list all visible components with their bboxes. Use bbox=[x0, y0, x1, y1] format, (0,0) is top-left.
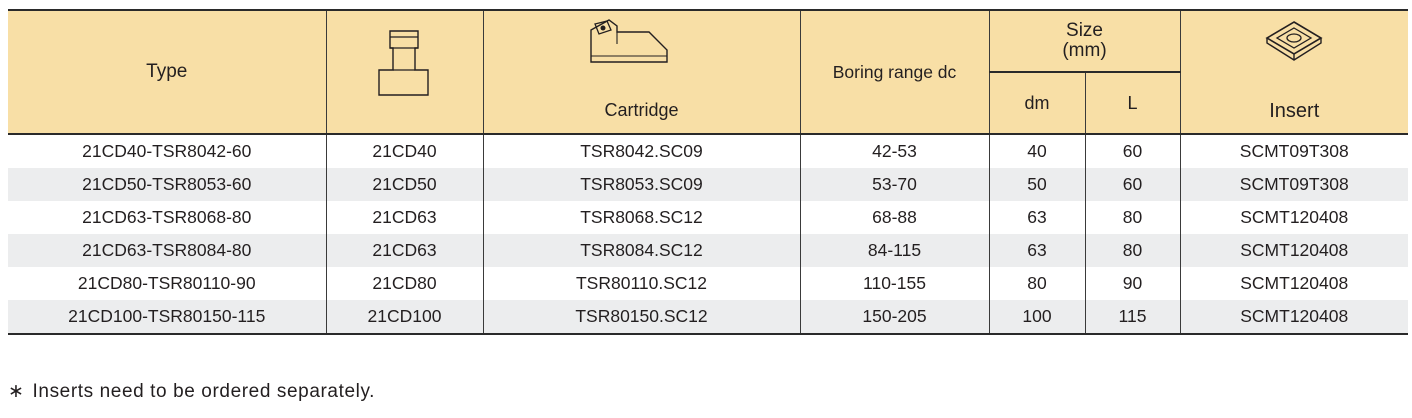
cell-range: 84-115 bbox=[799, 234, 989, 267]
holder-icon bbox=[377, 30, 429, 96]
header-L: L bbox=[1084, 71, 1181, 135]
table-row: 21CD63-TSR8084-80 21CD63 TSR8084.SC12 84… bbox=[8, 234, 1408, 267]
cell-insert: SCMT120408 bbox=[1179, 267, 1408, 300]
cell-L: 115 bbox=[1084, 300, 1180, 335]
cell-dm: 40 bbox=[988, 134, 1085, 168]
spec-table: Type Cartridge Boring r bbox=[8, 9, 1408, 335]
cell-holder: 21CD40 bbox=[325, 134, 483, 168]
cell-cartridge: TSR80110.SC12 bbox=[482, 267, 800, 300]
insert-icon bbox=[1265, 21, 1323, 61]
cell-holder: 21CD80 bbox=[325, 267, 483, 300]
cell-insert: SCMT120408 bbox=[1179, 201, 1408, 234]
cell-range: 53-70 bbox=[799, 168, 989, 201]
header-type: Type bbox=[8, 9, 327, 135]
size-label: Size bbox=[1066, 20, 1103, 41]
header-dm: dm bbox=[989, 71, 1086, 135]
table-row: 21CD50-TSR8053-60 21CD50 TSR8053.SC09 53… bbox=[8, 168, 1408, 201]
cell-insert: SCMT09T308 bbox=[1179, 168, 1408, 201]
cell-type: 21CD50-TSR8053-60 bbox=[8, 168, 326, 201]
table-row: 21CD63-TSR8068-80 21CD63 TSR8068.SC12 68… bbox=[8, 201, 1408, 234]
cell-holder: 21CD50 bbox=[325, 168, 483, 201]
footnote-text: Inserts need to be ordered separately. bbox=[32, 381, 376, 402]
cell-type: 21CD80-TSR80110-90 bbox=[77, 273, 256, 293]
cell-holder: 21CD63 bbox=[325, 201, 483, 234]
header-size: Size (mm) bbox=[988, 9, 1181, 73]
cell-cartridge: TSR8053.SC09 bbox=[482, 168, 800, 201]
cell-range: 150-205 bbox=[799, 300, 989, 335]
cell-L: 80 bbox=[1084, 201, 1180, 234]
cell-L: 60 bbox=[1084, 134, 1180, 168]
cell-range: 42-53 bbox=[799, 134, 989, 168]
cell-L: 60 bbox=[1084, 168, 1180, 201]
cell-range: 110-155 bbox=[799, 267, 989, 300]
cell-dm: 80 bbox=[988, 267, 1085, 300]
header-boring-range: Boring range dc bbox=[799, 9, 990, 135]
cell-cartridge: TSR8042.SC09 bbox=[482, 134, 800, 168]
cell-cartridge: TSR8068.SC12 bbox=[482, 201, 800, 234]
header-holder bbox=[325, 9, 484, 135]
cell-L: 90 bbox=[1084, 267, 1180, 300]
cell-insert: SCMT09T308 bbox=[1179, 134, 1408, 168]
cell-holder: 21CD63 bbox=[325, 234, 483, 267]
cell-dm: 50 bbox=[988, 168, 1085, 201]
cell-insert: SCMT120408 bbox=[1179, 300, 1408, 335]
insert-label: Insert bbox=[1269, 100, 1320, 122]
cell-type: 21CD40-TSR8042-60 bbox=[82, 141, 252, 161]
table-row: 21CD80-TSR80110-90 21CD80 TSR80110.SC12 … bbox=[8, 267, 1408, 300]
cell-cartridge: TSR80150.SC12 bbox=[482, 300, 800, 335]
footnote: ∗ Inserts need to be ordered separately. bbox=[8, 380, 375, 403]
size-unit: (mm) bbox=[1062, 40, 1107, 61]
cell-dm: 63 bbox=[988, 201, 1085, 234]
cell-cartridge: TSR8084.SC12 bbox=[482, 234, 800, 267]
header-insert: Insert bbox=[1179, 9, 1408, 135]
cell-type: 21CD63-TSR8084-80 bbox=[8, 234, 326, 267]
cell-type: 21CD100-TSR80150-115 bbox=[8, 300, 326, 335]
cell-L: 80 bbox=[1084, 234, 1180, 267]
table-row: 21CD100-TSR80150-115 21CD100 TSR80150.SC… bbox=[8, 300, 1408, 335]
cell-range: 68-88 bbox=[799, 201, 989, 234]
cell-type: 21CD63-TSR8068-80 bbox=[82, 207, 252, 227]
header-cartridge: Cartridge bbox=[482, 9, 801, 135]
cartridge-label: Cartridge bbox=[604, 100, 679, 120]
cell-dm: 63 bbox=[988, 234, 1085, 267]
cell-insert: SCMT120408 bbox=[1179, 234, 1408, 267]
asterisk-icon: ∗ bbox=[8, 381, 25, 402]
table-row: 21CD40-TSR8042-60 21CD40 TSR8042.SC09 42… bbox=[8, 134, 1408, 168]
cartridge-icon bbox=[589, 19, 668, 63]
cell-holder: 21CD100 bbox=[325, 300, 483, 335]
cell-dm: 100 bbox=[988, 300, 1085, 335]
